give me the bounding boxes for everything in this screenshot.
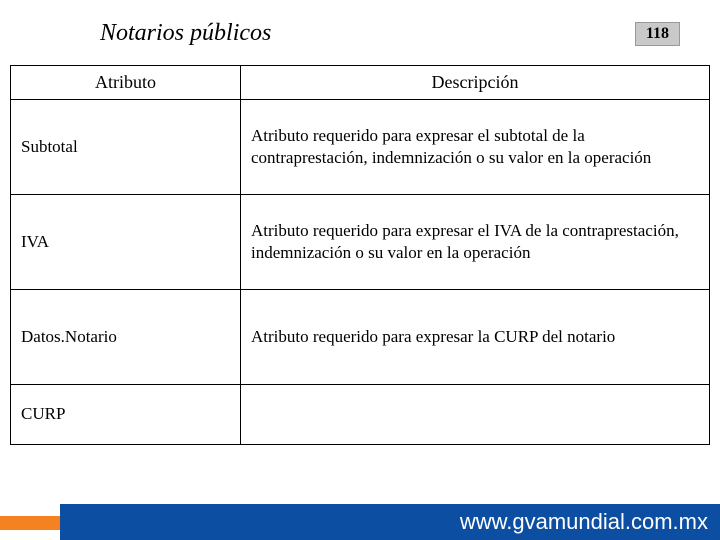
cell-attr: Datos.Notario (11, 290, 241, 385)
cell-desc: Atributo requerido para expresar el IVA … (241, 195, 710, 290)
cell-attr: CURP (11, 385, 241, 445)
cell-desc (241, 385, 710, 445)
header: Notarios públicos 118 (0, 0, 720, 57)
footer-orange-accent (0, 516, 60, 530)
page-number-badge: 118 (635, 22, 680, 46)
table-row: Subtotal Atributo requerido para expresa… (11, 100, 710, 195)
footer-url: www.gvamundial.com.mx (460, 509, 708, 535)
table-row: CURP (11, 385, 710, 445)
cell-attr: Subtotal (11, 100, 241, 195)
col-header-atributo: Atributo (11, 66, 241, 100)
page-title: Notarios públicos (100, 20, 271, 47)
footer-stripe: www.gvamundial.com.mx (0, 504, 720, 540)
attributes-table: Atributo Descripción Subtotal Atributo r… (10, 65, 710, 445)
table-header-row: Atributo Descripción (11, 66, 710, 100)
table-row: IVA Atributo requerido para expresar el … (11, 195, 710, 290)
cell-desc: Atributo requerido para expresar la CURP… (241, 290, 710, 385)
footer-blue-bar: www.gvamundial.com.mx (60, 504, 720, 540)
cell-desc: Atributo requerido para expresar el subt… (241, 100, 710, 195)
footer: www.gvamundial.com.mx (0, 504, 720, 540)
table-row: Datos.Notario Atributo requerido para ex… (11, 290, 710, 385)
cell-attr: IVA (11, 195, 241, 290)
col-header-descripcion: Descripción (241, 66, 710, 100)
